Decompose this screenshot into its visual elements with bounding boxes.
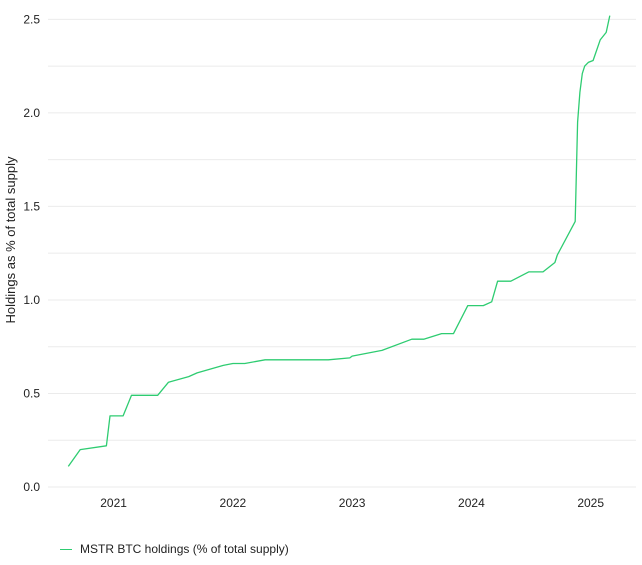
x-tick-label: 2022 [220,496,247,510]
x-tick-label: 2025 [577,496,604,510]
y-axis-label: Holdings as % of total supply [3,156,18,323]
y-tick-label: 2.5 [23,12,40,26]
series-line-0 [67,15,611,467]
legend-line-swatch [60,548,72,550]
grid-layer [48,18,636,488]
y-tick-label: 0.0 [23,480,40,494]
line-chart-svg: 0.0 0.5 1.0 1.5 2.0 2.5 2021 2022 2023 2024 2025 H… [3,12,636,510]
y-tick-label: 0.5 [23,386,40,400]
x-tick-label: 2024 [458,496,485,510]
axis-layer: 0.0 0.5 1.0 1.5 2.0 2.5 2021 2022 2023 2024 2025 [23,12,604,510]
series-layer [67,15,611,467]
y-tick-label: 1.0 [23,293,40,307]
legend: MSTR BTC holdings (% of total supply) [60,542,289,556]
y-tick-label: 1.5 [23,199,40,213]
x-tick-label: 2023 [339,496,366,510]
legend-label: MSTR BTC holdings (% of total supply) [80,542,289,556]
y-tick-label: 2.0 [23,106,40,120]
x-tick-label: 2021 [100,496,127,510]
